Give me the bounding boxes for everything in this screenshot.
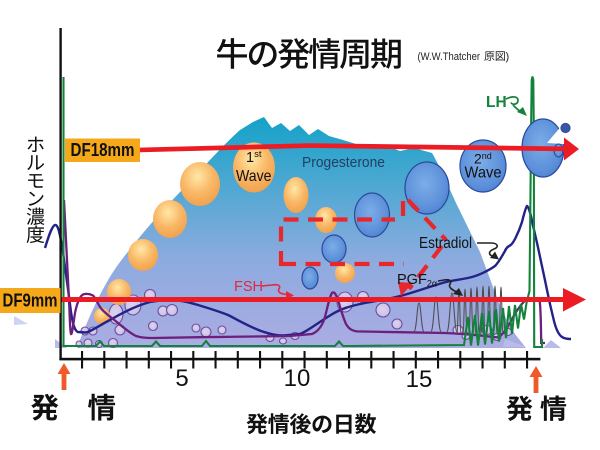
svg-text:15: 15 — [406, 366, 433, 393]
svg-text:FSH: FSH — [234, 279, 263, 295]
svg-text:(W.W.Thatcher: (W.W.Thatcher — [418, 51, 481, 63]
svg-text:Wave: Wave — [465, 165, 502, 182]
svg-text:DF9mm: DF9mm — [3, 291, 58, 311]
svg-text:Wave: Wave — [236, 168, 272, 185]
svg-text:DF18mm: DF18mm — [71, 140, 135, 160]
svg-text:Estradiol: Estradiol — [419, 235, 472, 252]
svg-text:LH: LH — [486, 94, 507, 111]
svg-text:10: 10 — [284, 365, 311, 392]
svg-text:): ) — [506, 51, 510, 63]
svg-text:Progesterone: Progesterone — [302, 154, 385, 171]
svg-text:5: 5 — [175, 365, 188, 392]
